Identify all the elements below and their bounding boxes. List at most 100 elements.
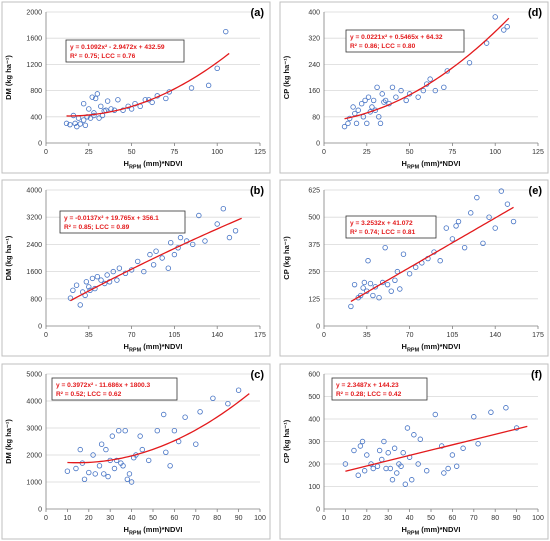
data-point [379,91,385,97]
data-point [92,471,98,477]
x-tick-label: 10 [342,515,350,522]
data-point [210,395,216,401]
panel-label: (a) [251,7,265,19]
data-point [214,221,220,227]
data-point [74,123,80,130]
data-point [381,99,387,105]
data-point [188,85,195,91]
data-point [67,121,73,128]
y-tick-label: 0 [316,141,320,148]
x-tick-label: 70 [128,332,136,339]
data-point [504,24,510,30]
x-tick-label: 50 [128,149,136,156]
panel-border [279,179,549,357]
data-point [357,443,364,449]
x-tick-label: 70 [470,515,478,522]
data-point [77,302,83,308]
data-point [171,251,178,258]
data-point [466,60,473,66]
data-point [235,387,242,393]
data-point [376,447,383,454]
y-tick-label: 2400 [26,242,42,249]
x-tick-label: 80 [491,515,499,522]
chart-panel-a: 0 400 800 1200 1600 2000 0 25 50 75 100 125 HRPM (mm… [1,1,271,174]
data-point [87,115,94,121]
x-axis-label-rest: (mm)*NDVI [419,342,460,351]
data-point [94,91,101,97]
data-point [91,110,97,116]
data-point [413,264,419,270]
y-tick-label: 500 [308,215,320,222]
x-axis-label: HRPM (mm)*NDVI [124,159,183,171]
data-point [439,443,445,449]
y-tick-label: 160 [308,88,320,95]
data-point [385,450,391,456]
data-point [111,465,118,472]
trend-line [70,217,242,302]
data-point [98,441,105,447]
data-point [355,107,361,113]
data-point [341,123,348,130]
x-tick-label: 75 [171,149,179,156]
x-tick-label: 90 [513,515,521,522]
data-point [353,120,360,127]
y-tick-label: 3000 [26,426,42,433]
data-point [370,465,376,472]
data-point [87,287,93,293]
chart-panel-d: 0 80 160 240 320 400 0 25 50 75 100 125 HRPM (mm)*ND… [279,1,549,174]
y-axis-label: CP (kg ha⁻¹) [282,419,291,463]
data-point [98,103,104,110]
x-tick-label: 50 [149,515,157,522]
data-point [70,287,76,293]
x-tick-label: 105 [447,332,459,339]
y-tick-label: 125 [308,296,320,303]
x-axis-label: HRPM (mm)*NDVI [402,159,461,171]
data-point [398,463,404,469]
x-axis-label-main: H [124,342,129,351]
x-axis-label-main: H [124,159,129,168]
x-tick-label: 100 [532,515,544,522]
y-tick-label: 300 [308,439,320,446]
x-tick-label: 75 [449,149,457,156]
data-point [367,109,373,115]
data-point [96,463,103,469]
x-tick-label: 40 [128,515,136,522]
regression-stats: R² = 0.52; LCC = 0.62 [56,391,122,398]
x-tick-label: 175 [254,332,266,339]
y-tick-label: 400 [308,417,320,424]
x-tick-label: 25 [85,149,93,156]
data-point [367,280,374,287]
x-tick-label: 0 [322,515,326,522]
data-point [348,303,354,310]
data-point [147,251,153,258]
data-point [486,214,492,220]
trend-line [67,393,250,464]
data-point [72,120,78,127]
data-point [351,281,358,288]
data-point [441,84,447,91]
y-axis-label: DM (kg ha⁻¹) [4,55,13,100]
data-point [364,120,370,127]
data-point [110,268,116,275]
data-point [109,433,116,439]
data-point [376,295,382,301]
data-point [397,286,403,292]
data-point [150,262,157,268]
data-point [128,479,135,485]
data-point [358,100,365,107]
x-tick-label: 60 [449,515,457,522]
x-tick-label: 100 [254,515,266,522]
data-point [177,234,184,241]
data-point [392,277,398,284]
x-tick-label: 140 [211,332,223,339]
data-point [394,470,400,476]
data-point [193,441,199,447]
data-point [374,84,380,91]
x-tick-label: 100 [489,149,501,156]
data-point [453,223,459,229]
x-axis-label-sub: RPM [407,348,420,354]
x-axis-label-main: H [402,525,407,534]
y-tick-label: 240 [308,62,320,69]
data-point [501,27,507,33]
data-point [432,411,438,418]
